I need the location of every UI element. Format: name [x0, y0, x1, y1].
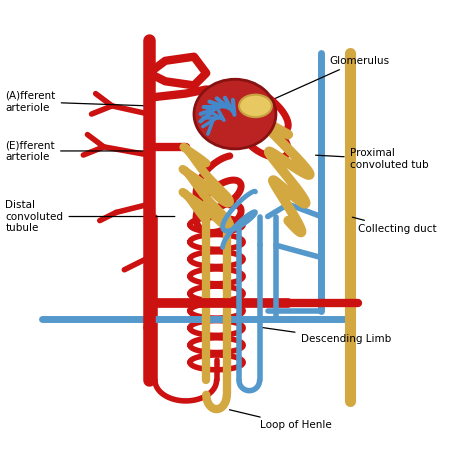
Text: (A)fferent
arteriole: (A)fferent arteriole [6, 91, 146, 113]
Text: Proximal
convoluted tub: Proximal convoluted tub [316, 148, 428, 170]
Text: Collecting duct: Collecting duct [352, 217, 437, 234]
Text: (E)fferent
arteriole: (E)fferent arteriole [6, 140, 146, 162]
Text: Glomerulus: Glomerulus [270, 56, 389, 100]
Text: Loop of Henle: Loop of Henle [229, 410, 331, 430]
Text: Distal
convoluted
tubule: Distal convoluted tubule [6, 200, 175, 233]
Ellipse shape [194, 79, 276, 149]
Ellipse shape [239, 95, 272, 117]
Text: Descending Limb: Descending Limb [262, 328, 391, 345]
